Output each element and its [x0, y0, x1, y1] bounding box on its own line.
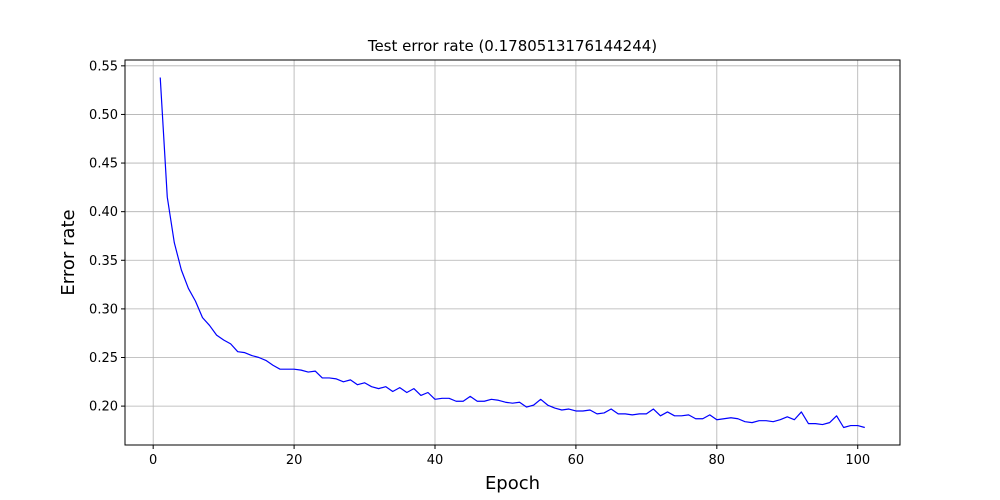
plot-frame	[124, 59, 901, 446]
x-tick-label: 100	[845, 453, 870, 468]
x-tick-label: 40	[427, 453, 444, 468]
grid	[125, 60, 900, 445]
y-tick-label: 0.55	[89, 59, 118, 74]
x-tick-label: 60	[568, 453, 585, 468]
x-axis-title: Epoch	[485, 473, 540, 494]
y-tick-label: 0.35	[89, 254, 118, 269]
y-axis-title: Error rate	[58, 209, 79, 295]
x-tick-label: 0	[149, 453, 157, 468]
ticks: 0 20 40 60 80 100 0.20 0.25 0.30 0.35 0.40 0.45 0.50…	[89, 59, 870, 468]
series-line	[159, 77, 865, 429]
y-tick-label: 0.20	[89, 400, 118, 415]
x-tick-label: 20	[286, 453, 303, 468]
y-tick-label: 0.40	[89, 205, 118, 220]
y-tick-label: 0.25	[89, 351, 118, 366]
y-tick-label: 0.50	[89, 108, 118, 123]
chart-title: Test error rate (0.1780513176144244)	[367, 37, 657, 55]
x-tick-label: 80	[709, 453, 726, 468]
series-layer	[159, 77, 865, 429]
y-tick-label: 0.45	[89, 157, 118, 172]
y-tick-label: 0.30	[89, 302, 118, 317]
